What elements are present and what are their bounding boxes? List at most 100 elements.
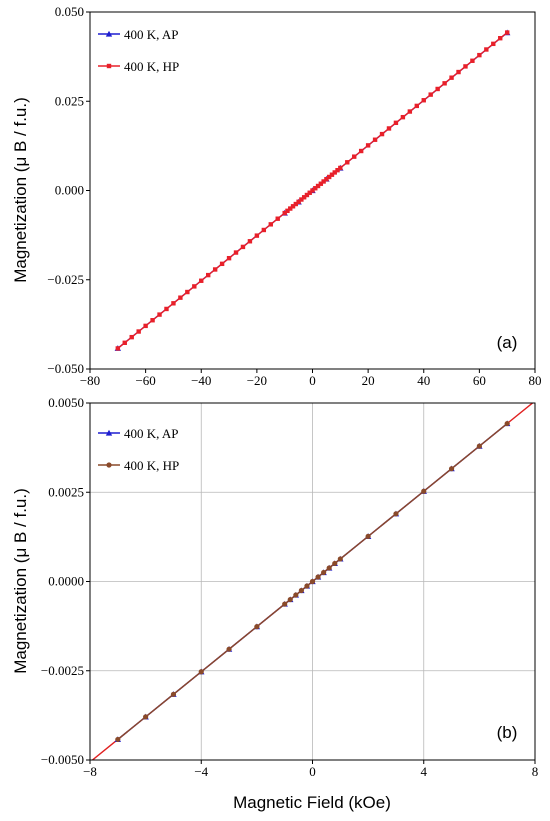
panel-b-xlabel: Magnetic Field (kOe): [233, 793, 391, 812]
x-tick-label: 8: [532, 764, 539, 779]
data-point-hp: [171, 301, 176, 306]
data-point-hp: [254, 233, 260, 238]
data-point-hp: [298, 587, 304, 594]
data-point-hp: [288, 206, 293, 211]
data-point-hp: [372, 137, 378, 142]
data-point-hp: [304, 583, 310, 589]
panel-b-ticks: −8 −4 0 4 8 0.0050 0.0025 0.0000 −0.0025 −0.0050: [41, 395, 538, 779]
data-point-hp: [226, 646, 232, 652]
data-point-hp: [261, 227, 267, 233]
data-point-hp: [157, 312, 162, 317]
data-point-hp: [448, 466, 455, 472]
data-point-hp: [352, 154, 357, 159]
data-point-hp: [304, 192, 310, 198]
data-point-hp: [449, 75, 454, 80]
data-point-hp: [332, 170, 337, 175]
x-tick-label: 40: [417, 373, 430, 388]
data-point-hp: [318, 181, 324, 186]
data-point-hp: [365, 143, 371, 148]
y-tick-label: −0.0025: [41, 663, 84, 678]
data-point-hp: [115, 736, 121, 743]
y-tick-label: 0.000: [55, 183, 84, 198]
panel-b-legend: 400 K, AP 400 K, HP: [98, 426, 179, 473]
panel-b-series: [91, 403, 534, 760]
data-point-hp: [321, 179, 326, 184]
data-point-hp: [129, 334, 134, 340]
data-point-hp: [247, 239, 253, 244]
x-tick-label: −20: [247, 373, 267, 388]
panel-a-label: (a): [497, 333, 518, 352]
legend-marker: [105, 429, 113, 436]
data-point-hp: [282, 210, 287, 216]
x-tick-label: 20: [362, 373, 375, 388]
data-point-hp: [143, 323, 148, 329]
panel-b-legend-label-ap: 400 K, AP: [124, 426, 179, 441]
data-point-hp: [178, 295, 183, 300]
x-tick-label: 80: [529, 373, 542, 388]
data-point-hp: [315, 183, 321, 189]
data-point-hp: [428, 92, 433, 97]
data-point-hp: [414, 103, 419, 109]
data-point-hp: [233, 250, 239, 255]
data-point-hp: [379, 131, 385, 137]
y-tick-label: 0.0000: [48, 574, 84, 589]
data-point-hp: [185, 289, 190, 295]
panel-a-legend-label-ap: 400 K, AP: [124, 27, 179, 42]
data-point-hp: [301, 195, 307, 200]
data-point-hp: [313, 186, 318, 191]
data-point-hp: [393, 511, 399, 517]
data-point-hp: [335, 167, 340, 173]
data-point-hp: [470, 58, 475, 63]
x-tick-label: −8: [83, 764, 97, 779]
panel-b-frame: [89, 402, 536, 761]
data-point-hp: [345, 160, 350, 165]
data-point-hp: [324, 177, 329, 182]
data-point-hp: [212, 267, 218, 272]
data-point-hp: [326, 174, 332, 180]
panel-a-legend: 400 K, AP 400 K, HP: [98, 27, 179, 74]
data-point-hp: [150, 318, 155, 323]
x-tick-label: 60: [473, 373, 486, 388]
data-point-hp: [504, 30, 510, 35]
data-point-hp: [299, 197, 304, 202]
data-point-hp: [365, 533, 371, 539]
data-point-hp: [421, 98, 426, 103]
x-tick-label: −40: [191, 373, 211, 388]
x-tick-label: 4: [421, 764, 428, 779]
data-point-hp: [332, 560, 338, 567]
data-point-hp: [358, 148, 364, 154]
panel-a-ylabel: Magnetization (μ B / f.u.): [11, 97, 30, 283]
data-point-hp: [329, 172, 335, 177]
x-tick-label: 0: [309, 764, 316, 779]
data-point-hp: [268, 222, 273, 227]
panel-a-legend-label-hp: 400 K, HP: [124, 59, 179, 74]
data-point-hp: [321, 569, 327, 576]
data-point-hp: [254, 624, 260, 630]
data-point-hp: [407, 109, 413, 114]
y-tick-label: 0.0025: [48, 484, 84, 499]
data-point-hp: [476, 443, 482, 449]
data-point-hp: [309, 578, 316, 585]
data-point-hp: [421, 488, 427, 494]
legend-marker: [105, 30, 113, 37]
data-point-hp: [219, 261, 225, 267]
data-point-hp: [290, 204, 296, 209]
x-tick-label: −80: [80, 373, 100, 388]
y-tick-label: −0.050: [47, 361, 84, 376]
data-point-hp: [442, 81, 447, 86]
panel-b-legend-label-hp: 400 K, HP: [124, 458, 179, 473]
data-point-hp: [226, 255, 232, 261]
x-tick-label: 0: [309, 373, 316, 388]
panel-a-series: [114, 29, 511, 351]
data-point-hp: [338, 165, 343, 171]
data-point-hp: [115, 346, 121, 351]
data-point-hp: [206, 272, 211, 278]
data-point-hp: [326, 565, 332, 571]
data-point-hp: [198, 669, 204, 675]
data-point-hp: [199, 278, 204, 283]
panel-a-ticks: −80 −60 −40 −20 0 20 40 60 80 0.050 0.025 0.000 −0.0…: [47, 4, 541, 388]
y-tick-label: 0.050: [55, 4, 84, 19]
data-point-hp: [143, 714, 149, 720]
data-point-hp: [285, 208, 290, 214]
